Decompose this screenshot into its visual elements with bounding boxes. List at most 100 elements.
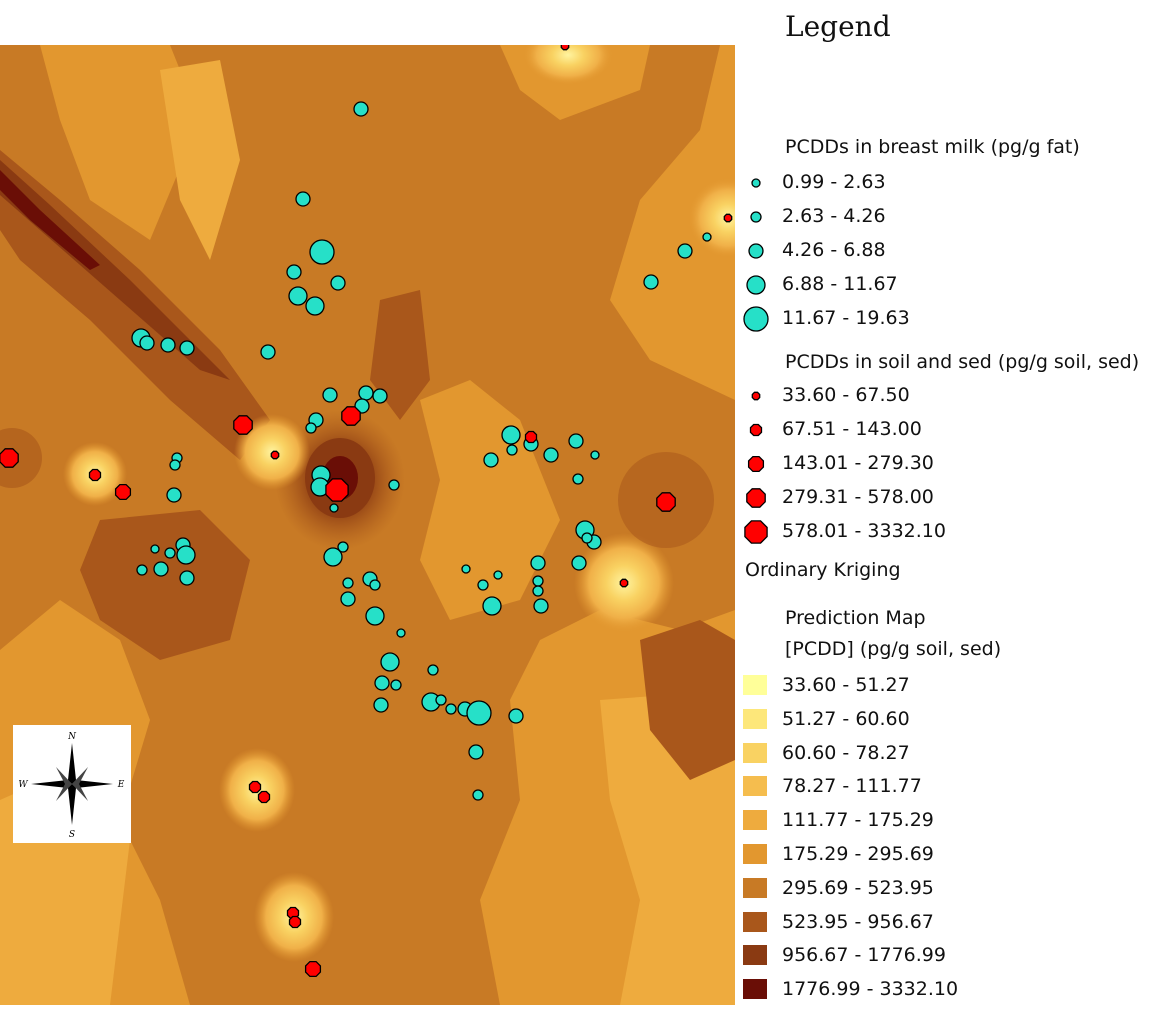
breast-milk-point [374, 675, 390, 691]
legend-panel: Legend PCDDs in breast milk (pg/g fat) 0… [740, 0, 1166, 1005]
breast-milk-point [286, 264, 302, 280]
kriging-class: 956.67 - 1776.99 [740, 941, 1166, 971]
breast-milk-class-symbol [740, 270, 778, 300]
kriging-class-symbol [740, 975, 778, 1005]
soil-sed-point [304, 960, 322, 978]
breast-milk-point [501, 425, 521, 445]
soil-sed-heading: PCDDs in soil and sed (pg/g soil, sed) [785, 351, 1140, 373]
legend-symbol-icon [744, 520, 768, 544]
soil-sed-point [0, 448, 19, 468]
kriging-swatch [743, 844, 767, 864]
kriging-class-label: 33.60 - 51.27 [782, 674, 910, 696]
soil-sed-class-symbol [740, 517, 778, 547]
kriging-class-label: 295.69 - 523.95 [782, 876, 934, 899]
soil-sed-point [325, 478, 349, 502]
legend-symbol-icon [749, 423, 763, 437]
breast-milk-point [369, 579, 381, 591]
breast-milk-point [493, 570, 503, 580]
breast-milk-point [305, 296, 325, 316]
breast-milk-point [483, 452, 499, 468]
soil-sed-point [341, 406, 361, 426]
breast-milk-point [568, 433, 584, 449]
breast-milk-point [288, 286, 308, 306]
breast-milk-point [571, 555, 587, 571]
breast-milk-class-label: 6.88 - 11.67 [782, 273, 898, 295]
breast-milk-point [702, 232, 712, 242]
breast-milk-point [179, 340, 195, 356]
kriging-class-symbol [740, 908, 778, 938]
prediction-map[interactable]: N S W E [0, 25, 768, 1005]
breast-milk-point [435, 694, 447, 706]
soil-sed-class-symbol [740, 483, 778, 513]
breast-milk-class-symbol [740, 202, 778, 232]
compass-rose: N S W E [13, 725, 131, 843]
kriging-class-label: 78.27 - 111.77 [782, 775, 922, 798]
breast-milk-class-symbol [740, 304, 778, 334]
breast-milk-heading: PCDDs in breast milk (pg/g fat) [785, 136, 1080, 158]
breast-milk-class: 0.99 - 2.63 [740, 168, 1166, 198]
kriging-class-label: 111.77 - 175.29 [782, 809, 934, 832]
legend-symbol-icon [746, 275, 766, 295]
breast-milk-point [329, 503, 339, 513]
breast-milk-point [543, 447, 559, 463]
breast-milk-class-label: 2.63 - 4.26 [782, 205, 886, 227]
kriging-class-symbol [740, 705, 778, 735]
soil-sed-class: 33.60 - 67.50 [740, 381, 1166, 411]
soil-sed-legend-point [749, 423, 763, 437]
kriging-swatch [743, 877, 767, 898]
soil-sed-class-label: 143.01 - 279.30 [782, 452, 934, 474]
breast-milk-points [131, 101, 712, 801]
kriging-swatch [743, 675, 767, 695]
breast-milk-point [337, 541, 349, 553]
breast-milk-point [477, 579, 489, 591]
breast-milk-point [508, 708, 524, 724]
kriging-class-symbol [740, 806, 778, 836]
breast-milk-legend-point [748, 243, 764, 259]
breast-milk-point [643, 274, 659, 290]
kriging-class: 111.77 - 175.29 [740, 806, 1166, 836]
kriging-swatch [743, 708, 767, 729]
breast-milk-point [354, 398, 370, 414]
breast-milk-class-symbol [740, 236, 778, 266]
breast-milk-point [164, 547, 176, 559]
soil-sed-legend-point [744, 520, 768, 544]
breast-milk-point [373, 697, 389, 713]
kriging-class-symbol [740, 840, 778, 870]
compass-east: E [117, 780, 125, 790]
breast-milk-point [365, 606, 385, 626]
breast-milk-legend-point [746, 275, 766, 295]
breast-milk-point [153, 561, 169, 577]
breast-milk-point [388, 479, 400, 491]
kriging-variable-label: [PCDD] (pg/g soil, sed) [785, 638, 1002, 660]
soil-sed-class-symbol [740, 381, 778, 411]
kriging-class: 175.29 - 295.69 [740, 840, 1166, 870]
kriging-swatch [743, 911, 767, 932]
kriging-class-label: 175.29 - 295.69 [782, 843, 934, 865]
breast-milk-point [305, 422, 317, 434]
kriging-class-symbol [740, 941, 778, 971]
breast-milk-point [160, 337, 176, 353]
kriging-class: 60.60 - 78.27 [740, 739, 1166, 769]
kriging-class: 51.27 - 60.60 [740, 705, 1166, 735]
soil-sed-point [524, 430, 538, 444]
soil-sed-legend-point [751, 391, 761, 401]
soil-sed-point [257, 790, 271, 804]
soil-sed-class: 143.01 - 279.30 [740, 449, 1166, 479]
breast-milk-point [468, 744, 484, 760]
breast-milk-point [482, 596, 502, 616]
breast-milk-point [532, 585, 544, 597]
kriging-class-symbol [740, 671, 778, 701]
kriging-swatch [743, 810, 767, 831]
soil-sed-legend-point [747, 455, 765, 473]
legend-symbol-icon [751, 391, 761, 401]
breast-milk-class: 4.26 - 6.88 [740, 236, 1166, 266]
breast-milk-point [472, 789, 484, 801]
kriging-swatch [743, 776, 767, 797]
legend-symbol-icon [743, 306, 769, 332]
soil-sed-class-label: 33.60 - 67.50 [782, 384, 910, 406]
breast-milk-point [506, 444, 518, 456]
soil-sed-point [114, 483, 132, 501]
soil-sed-point [270, 450, 280, 460]
kriging-class: 1776.99 - 3332.10 [740, 975, 1166, 1005]
soil-sed-class: 279.31 - 578.00 [740, 483, 1166, 513]
